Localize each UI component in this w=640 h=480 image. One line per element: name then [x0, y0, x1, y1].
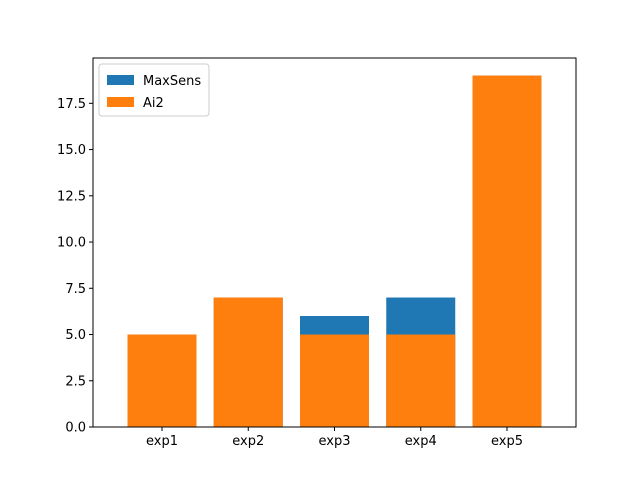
bar-ai2-exp2: [213, 297, 283, 427]
legend-swatch-ai2: [107, 97, 134, 107]
y-tick-label-5: 12.5: [57, 189, 86, 204]
y-tick-label-1: 2.5: [65, 374, 86, 389]
legend-swatch-maxsens: [107, 75, 134, 85]
legend-label-ai2: Ai2: [143, 96, 164, 111]
bar-ai2-exp5: [472, 75, 542, 427]
legend-label-maxsens: MaxSens: [143, 74, 201, 89]
x-tick-label-exp5: exp5: [491, 434, 523, 449]
y-tick-label-0: 0.0: [65, 421, 86, 436]
y-tick-label-3: 7.5: [65, 282, 86, 297]
legend: MaxSens Ai2: [98, 63, 210, 117]
y-tick-label-4: 10.0: [57, 236, 86, 251]
bars-layer: [127, 75, 542, 427]
x-tick-label-exp3: exp3: [319, 434, 351, 449]
x-tick-label-exp2: exp2: [232, 434, 264, 449]
y-tick-label-2: 5.0: [65, 328, 86, 343]
bar-ai2-exp1: [127, 334, 197, 427]
x-tick-label-exp4: exp4: [405, 434, 437, 449]
y-tick-label-7: 17.5: [57, 97, 86, 112]
axes-layer: exp1 exp2 exp3 exp4 exp5 0.0 2.5 5.0 7.5 10.0 12.5…: [57, 57, 577, 449]
x-tick-label-exp1: exp1: [146, 434, 178, 449]
bar-ai2-exp4: [386, 334, 456, 427]
y-tick-label-6: 15.0: [57, 143, 86, 158]
bar-ai2-exp3: [300, 334, 369, 427]
